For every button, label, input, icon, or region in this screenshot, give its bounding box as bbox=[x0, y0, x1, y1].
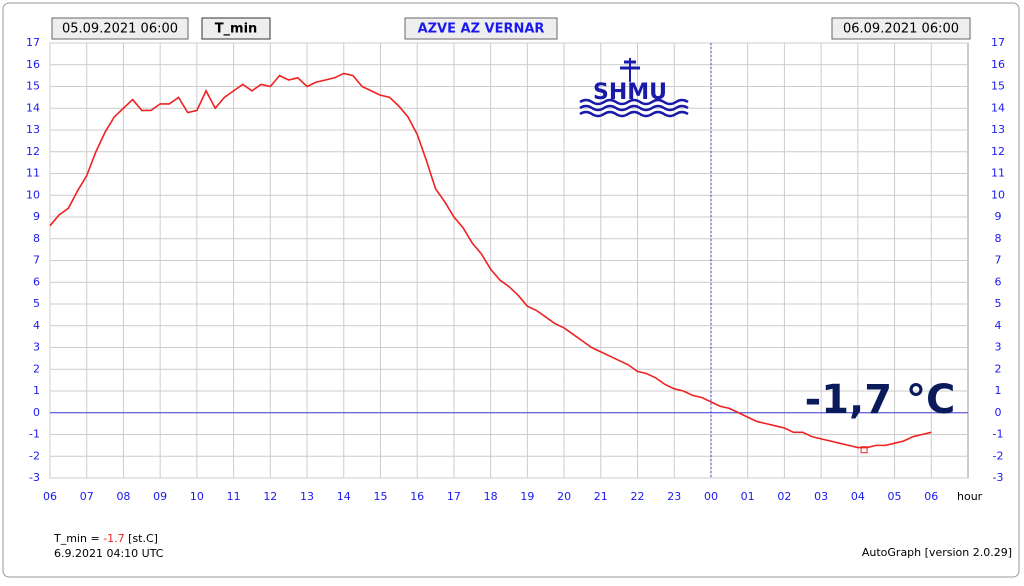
x-tick-label: 20 bbox=[557, 490, 571, 503]
footer-name: T_min = bbox=[53, 532, 100, 545]
header-box bbox=[201, 17, 271, 40]
y2-tick-label: 10 bbox=[991, 188, 1005, 201]
footer-time: 6.9.2021 04:10 UTC bbox=[54, 547, 164, 560]
footer-unit: [st.C] bbox=[128, 532, 158, 545]
y2-tick-label: 0 bbox=[995, 406, 1002, 419]
y-tick-label: 2 bbox=[33, 362, 40, 375]
y2-tick-label: 17 bbox=[991, 36, 1005, 49]
y-tick-label: 4 bbox=[33, 319, 40, 332]
y2-tick-label: -2 bbox=[993, 449, 1004, 462]
x-tick-label: 18 bbox=[484, 490, 498, 503]
data-line bbox=[49, 72, 932, 449]
x-tick-label: 05 bbox=[888, 490, 902, 503]
y-tick-label: 5 bbox=[33, 297, 40, 310]
y2-tick-label: 13 bbox=[991, 123, 1005, 136]
y-tick-label: 14 bbox=[26, 101, 40, 114]
header-end: 06.09.2021 06:00 bbox=[843, 22, 959, 37]
y-tick-label: 6 bbox=[33, 275, 40, 288]
min-marker bbox=[860, 446, 868, 454]
x-tick-label: 21 bbox=[594, 490, 608, 503]
header-station: AZVE AZ VERNAR bbox=[418, 22, 545, 37]
y-tick-label: 8 bbox=[33, 232, 40, 245]
header-box bbox=[404, 17, 558, 40]
header-box bbox=[51, 17, 189, 40]
y-tick-label: 16 bbox=[26, 58, 40, 71]
x-tick-label: 09 bbox=[153, 490, 167, 503]
y2-tick-label: -3 bbox=[993, 471, 1004, 484]
y2-tick-label: 8 bbox=[995, 232, 1002, 245]
header-box bbox=[831, 17, 971, 40]
footer-number: -1.7 bbox=[103, 532, 124, 545]
x-tick-label: 22 bbox=[631, 490, 645, 503]
x-unit: hour bbox=[957, 490, 983, 503]
y2-tick-label: 15 bbox=[991, 80, 1005, 93]
y-tick-label: 17 bbox=[26, 36, 40, 49]
x-tick-label: 10 bbox=[190, 490, 204, 503]
x-tick-label: 06 bbox=[924, 490, 938, 503]
y-tick-label: 3 bbox=[33, 341, 40, 354]
big-value-label: -1,7 °C bbox=[805, 377, 956, 423]
y-tick-label: 9 bbox=[33, 210, 40, 223]
y2-tick-label: 4 bbox=[995, 319, 1002, 332]
x-tick-label: 07 bbox=[80, 490, 94, 503]
x-tick-label: 15 bbox=[373, 490, 387, 503]
x-tick-label: 01 bbox=[741, 490, 755, 503]
y2-tick-label: 1 bbox=[995, 384, 1002, 397]
footer-version: AutoGraph [version 2.0.29] bbox=[862, 546, 1012, 559]
footer-value: T_min = -1.7 [st.C] bbox=[53, 532, 158, 545]
y2-tick-label: 9 bbox=[995, 210, 1002, 223]
y2-tick-label: -1 bbox=[993, 428, 1004, 441]
y-tick-label: 10 bbox=[26, 188, 40, 201]
x-tick-label: 23 bbox=[667, 490, 681, 503]
y-tick-label: 12 bbox=[26, 145, 40, 158]
y-tick-label: 7 bbox=[33, 254, 40, 267]
y-tick-label: 13 bbox=[26, 123, 40, 136]
y-tick-label: -1 bbox=[29, 428, 40, 441]
y2-tick-label: 11 bbox=[991, 167, 1005, 180]
x-tick-label: 00 bbox=[704, 490, 718, 503]
y2-tick-label: 2 bbox=[995, 362, 1002, 375]
y-tick-label: 11 bbox=[26, 167, 40, 180]
x-tick-label: 11 bbox=[227, 490, 241, 503]
x-tick-label: 02 bbox=[777, 490, 791, 503]
x-tick-label: 04 bbox=[851, 490, 865, 503]
x-tick-label: 12 bbox=[263, 490, 277, 503]
y2-tick-label: 5 bbox=[995, 297, 1002, 310]
y-tick-label: -3 bbox=[29, 471, 40, 484]
y-tick-label: 1 bbox=[33, 384, 40, 397]
y-tick-label: -2 bbox=[29, 449, 40, 462]
y2-tick-label: 6 bbox=[995, 275, 1002, 288]
x-tick-label: 14 bbox=[337, 490, 351, 503]
y2-tick-label: 3 bbox=[995, 341, 1002, 354]
x-tick-label: 08 bbox=[116, 490, 130, 503]
x-tick-label: 06 bbox=[43, 490, 57, 503]
y2-tick-label: 16 bbox=[991, 58, 1005, 71]
y-tick-label: 15 bbox=[26, 80, 40, 93]
x-tick-label: 17 bbox=[447, 490, 461, 503]
header-start: 05.09.2021 06:00 bbox=[62, 22, 178, 37]
logo: SHMU bbox=[579, 58, 689, 118]
header-variable: T_min bbox=[215, 22, 258, 37]
y2-tick-label: 7 bbox=[995, 254, 1002, 267]
x-tick-label: 16 bbox=[410, 490, 424, 503]
x-tick-label: 19 bbox=[520, 490, 534, 503]
x-tick-label: 13 bbox=[300, 490, 314, 503]
x-tick-label: 03 bbox=[814, 490, 828, 503]
y-tick-label: 0 bbox=[33, 406, 40, 419]
y2-tick-label: 14 bbox=[991, 101, 1005, 114]
y2-tick-label: 12 bbox=[991, 145, 1005, 158]
